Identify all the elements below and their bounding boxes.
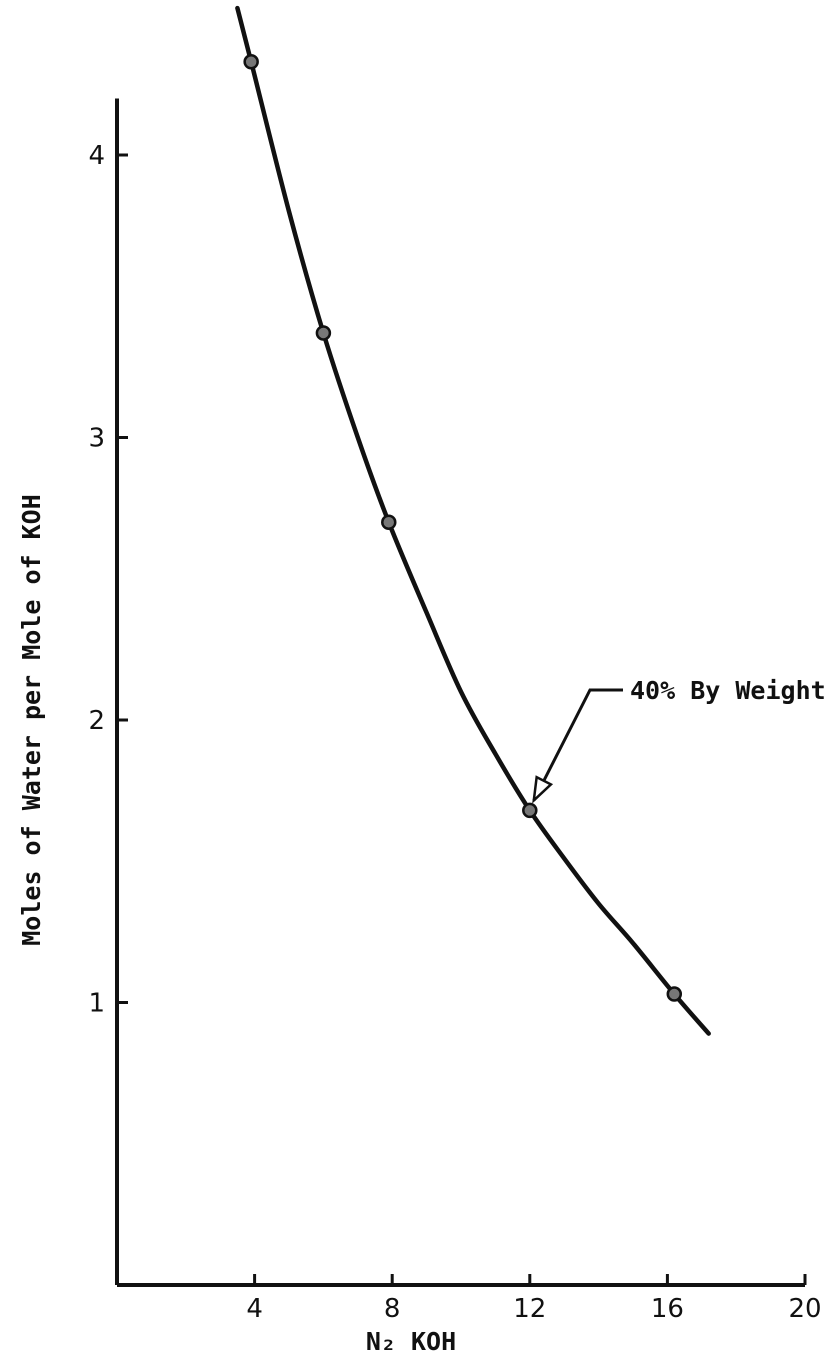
data-series (235, 5, 711, 1036)
data-point (666, 986, 683, 1002)
y-axis-title: Moles of Water per Mole of KOH (17, 494, 46, 946)
y-tick-label: 4 (88, 141, 105, 171)
x-tick-label: 12 (513, 1294, 546, 1324)
annotation-leader-line (532, 688, 623, 802)
x-tick-label: 20 (788, 1294, 821, 1324)
x-tick-label: 16 (651, 1294, 684, 1324)
annotation-label: 40% By Weight (630, 676, 826, 705)
x-tick-label: 4 (246, 1294, 263, 1324)
data-point (243, 54, 259, 70)
series-line (235, 5, 711, 1036)
annotation: 40% By Weight (532, 676, 826, 804)
y-tick-label: 3 (88, 424, 105, 454)
x-tick-label: 8 (384, 1294, 401, 1324)
axes (115, 98, 807, 1287)
annotation-arrowhead (532, 775, 554, 804)
data-point (381, 514, 397, 530)
data-point (315, 325, 332, 341)
y-tick-label: 1 (88, 989, 105, 1019)
data-point (522, 802, 538, 819)
data-points (243, 54, 683, 1002)
x-axis-title: N₂ KOH (366, 1327, 456, 1356)
y-tick-label: 2 (88, 706, 105, 736)
